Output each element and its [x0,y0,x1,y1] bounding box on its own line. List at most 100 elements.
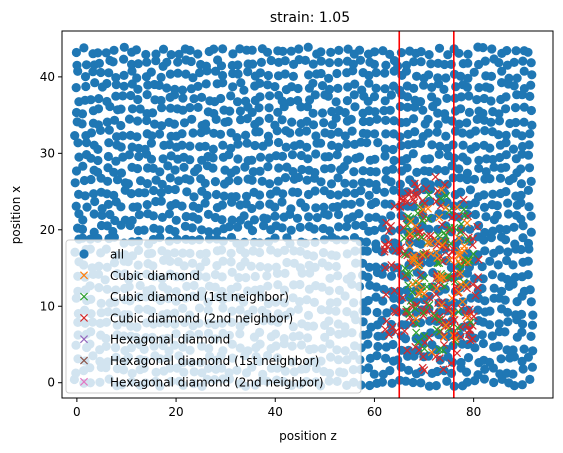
marker-cubic-diamond-1st-neighbor- [434,231,443,240]
all-point [162,83,172,93]
all-point [480,246,490,256]
all-point [77,224,88,234]
all-point [155,167,165,177]
marker-cubic-diamond [432,284,441,293]
all-point [280,69,290,79]
all-point [324,58,335,68]
all-point [188,128,198,138]
all-point [77,109,88,119]
all-point [343,44,353,54]
marker-cubic-diamond [417,286,426,295]
all-point [226,143,236,153]
all-point [119,42,129,52]
all-point [142,200,152,210]
marker-cubic-diamond [409,254,418,264]
all-point [387,287,397,297]
all-point [316,177,326,187]
all-point [478,108,488,118]
marker-cubic-diamond-2nd-neighbor- [384,330,394,339]
all-point [424,224,434,234]
all-point [323,91,333,101]
all-point [300,55,310,65]
all-point [186,56,196,67]
all-point [402,154,412,164]
all-point [89,209,99,219]
all-point [310,90,320,100]
all-point [528,310,538,320]
all-point [479,374,489,384]
all-point [480,296,490,306]
all-point [346,114,356,124]
all-point [370,47,380,57]
all-point [326,47,336,58]
all-point [400,334,411,344]
all-point [496,354,506,364]
all-point [526,80,536,90]
marker-cubic-diamond-2nd-neighbor- [399,249,408,258]
all-point [334,222,344,232]
all-point [401,320,411,330]
marker-cubic-diamond-2nd-neighbor- [425,293,434,302]
all-point [286,46,296,56]
marker-cubic-diamond-2nd-neighbor- [468,280,477,289]
all-point [119,81,129,91]
all-point [332,68,342,79]
marker-cubic-diamond-1st-neighbor- [400,264,410,273]
all-point [503,247,513,257]
all-point [74,152,84,162]
all-point [169,119,179,129]
marker-cubic-diamond-2nd-neighbor- [391,308,400,317]
legend-label: Hexagonal diamond (2nd neighbor) [110,375,324,389]
all-point [365,380,375,391]
all-point [287,117,297,127]
all-point [228,49,238,59]
all-point [324,73,334,83]
all-point [158,44,169,54]
all-point [348,179,358,189]
all-point [250,140,260,151]
all-point [109,115,120,125]
all-point [478,338,488,349]
all-point [363,339,373,349]
all-point [109,45,119,55]
all-point [288,167,298,177]
all-point [371,83,381,93]
all-point [111,156,121,166]
marker-cubic-diamond-1st-neighbor- [442,191,451,200]
all-point [516,214,526,224]
all-point [263,70,273,81]
marker-cubic-diamond-2nd-neighbor- [466,336,475,345]
all-point [526,211,536,221]
marker-cubic-diamond-2nd-neighbor- [426,231,435,240]
marker-cubic-diamond-2nd-neighbor- [465,326,474,335]
all-point [369,369,379,379]
all-point [463,73,473,83]
all-point [381,353,391,363]
all-point [331,113,341,123]
all-point [78,215,88,225]
all-point [254,103,264,113]
marker-cubic-diamond-2nd-neighbor- [386,221,396,230]
all-point [526,176,536,186]
y-axis-ticks: 0 10 20 30 40 [40,70,62,390]
all-point [480,364,490,374]
all-point [371,179,381,190]
all-point [494,116,505,126]
all-point [416,378,426,388]
all-point [232,133,242,143]
marker-cubic-diamond-1st-neighbor- [400,250,410,259]
all-point [308,108,318,118]
all-point [256,57,266,67]
all-point [380,96,390,106]
all-point [300,202,310,212]
all-point [435,141,445,151]
all-point [286,204,296,214]
all-point [103,151,113,162]
all-point [500,235,511,245]
all-point [208,153,218,163]
all-point [487,331,497,341]
all-point [70,131,80,141]
all-point [523,47,533,57]
all-point [389,116,399,126]
all-point [456,71,466,81]
